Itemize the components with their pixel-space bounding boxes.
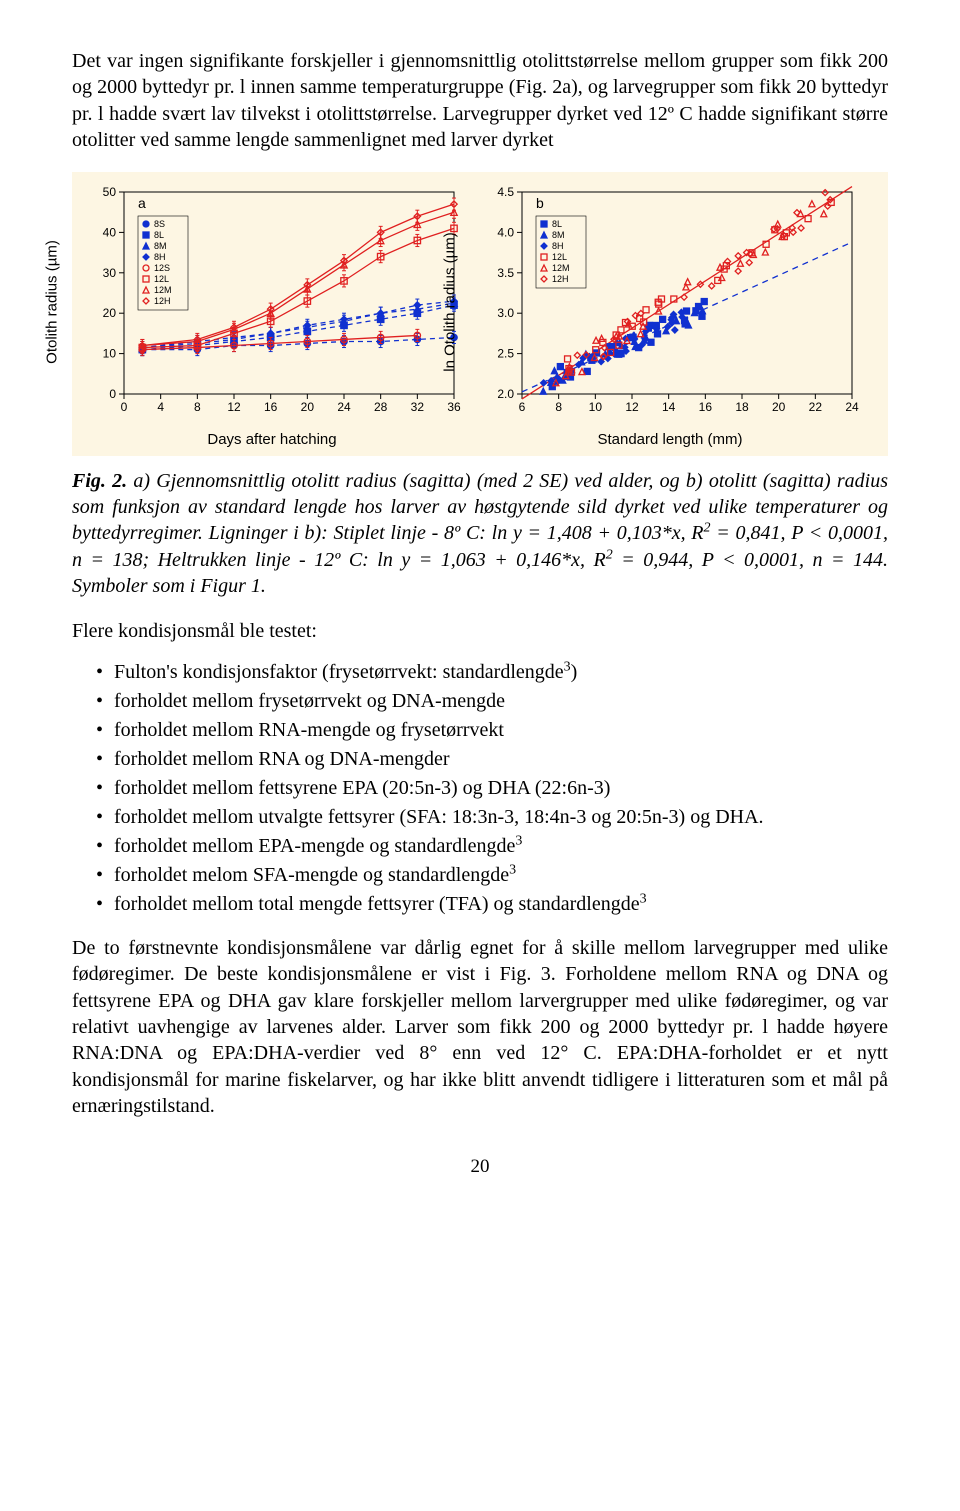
- list-item: forholdet mellom EPA-mengde og standardl…: [96, 832, 888, 861]
- svg-text:4: 4: [157, 400, 164, 414]
- bullet-1a: Fulton's kondisjonsfaktor (frysetørrvekt…: [114, 661, 564, 683]
- caption-title: Fig. 2.: [72, 470, 133, 492]
- svg-text:12H: 12H: [154, 296, 171, 306]
- svg-text:8: 8: [194, 400, 201, 414]
- svg-text:10: 10: [103, 346, 117, 360]
- svg-text:a: a: [138, 195, 146, 211]
- svg-text:12M: 12M: [552, 263, 570, 273]
- sup-3c: 3: [509, 862, 516, 877]
- bullet-9a: forholdet mellom total mengde fettsyrer …: [114, 893, 640, 915]
- svg-text:2.0: 2.0: [497, 387, 514, 401]
- svg-text:8: 8: [555, 400, 562, 414]
- svg-text:22: 22: [809, 400, 823, 414]
- svg-text:20: 20: [772, 400, 786, 414]
- svg-text:20: 20: [103, 306, 117, 320]
- svg-text:0: 0: [109, 387, 116, 401]
- bullet-7a: forholdet mellom EPA-mengde og standardl…: [114, 835, 515, 857]
- svg-text:12L: 12L: [552, 252, 567, 262]
- svg-text:16: 16: [699, 400, 713, 414]
- bullet-1b: ): [571, 661, 578, 683]
- sup-3a: 3: [564, 659, 571, 674]
- list-item: forholdet mellom RNA-mengde og frysetørr…: [96, 716, 888, 745]
- svg-text:24: 24: [845, 400, 859, 414]
- svg-text:3.0: 3.0: [497, 306, 514, 320]
- svg-text:30: 30: [103, 265, 117, 279]
- svg-text:12H: 12H: [552, 274, 569, 284]
- svg-text:8M: 8M: [154, 241, 167, 251]
- paragraph-1: Det var ingen signifikante forskjeller i…: [72, 48, 888, 154]
- svg-text:12M: 12M: [154, 285, 172, 295]
- sup-3d: 3: [640, 891, 647, 906]
- chart-b: ln Otolith radius (µm) 68101214161820222…: [480, 182, 860, 422]
- chart-a-ylabel: Otolith radius (µm): [44, 240, 61, 364]
- svg-text:28: 28: [374, 400, 388, 414]
- svg-text:18: 18: [735, 400, 749, 414]
- svg-text:50: 50: [103, 185, 117, 199]
- svg-text:32: 32: [411, 400, 425, 414]
- svg-text:8S: 8S: [154, 219, 165, 229]
- svg-text:40: 40: [103, 225, 117, 239]
- chart-a: Otolith radius (µm) 04812162024283236010…: [82, 182, 462, 422]
- list-item: forholdet mellom total mengde fettsyrer …: [96, 890, 888, 919]
- svg-text:4.5: 4.5: [497, 185, 514, 199]
- list-item: forholdet melom SFA-mengde og standardle…: [96, 861, 888, 890]
- svg-text:24: 24: [337, 400, 351, 414]
- page-number: 20: [72, 1156, 888, 1178]
- list-item: Fulton's kondisjonsfaktor (frysetørrvekt…: [96, 658, 888, 687]
- list-item: forholdet mellom RNA og DNA-mengder: [96, 745, 888, 774]
- sup-2b: 2: [606, 547, 613, 562]
- svg-text:8L: 8L: [154, 230, 164, 240]
- bullet-8a: forholdet melom SFA-mengde og standardle…: [114, 864, 509, 886]
- svg-text:36: 36: [447, 400, 461, 414]
- list-item: forholdet mellom frysetørrvekt og DNA-me…: [96, 687, 888, 716]
- paragraph-4: De to førstnevnte kondisjonsmålene var d…: [72, 935, 888, 1120]
- svg-text:2.5: 2.5: [497, 346, 514, 360]
- figure-2-caption: Fig. 2. a) Gjennomsnittlig otolitt radiu…: [72, 468, 888, 600]
- figure-2: Otolith radius (µm) 04812162024283236010…: [72, 172, 888, 456]
- svg-text:8H: 8H: [154, 252, 166, 262]
- bullet-list: Fulton's kondisjonsfaktor (frysetørrvekt…: [72, 658, 888, 919]
- svg-text:b: b: [536, 195, 544, 211]
- svg-text:4.0: 4.0: [497, 225, 514, 239]
- svg-text:20: 20: [301, 400, 315, 414]
- svg-text:8M: 8M: [552, 230, 565, 240]
- svg-text:12S: 12S: [154, 263, 170, 273]
- svg-text:14: 14: [662, 400, 676, 414]
- svg-text:12: 12: [227, 400, 241, 414]
- sup-3b: 3: [515, 833, 522, 848]
- svg-text:6: 6: [519, 400, 526, 414]
- sup-2a: 2: [704, 521, 711, 536]
- chart-b-ylabel: ln Otolith radius (µm): [442, 232, 459, 372]
- svg-text:12L: 12L: [154, 274, 169, 284]
- svg-text:8H: 8H: [552, 241, 564, 251]
- chart-b-xlabel: Standard length (mm): [597, 431, 742, 448]
- list-item: forholdet mellom utvalgte fettsyrer (SFA…: [96, 803, 888, 832]
- list-item: forholdet mellom fettsyrene EPA (20:5n-3…: [96, 774, 888, 803]
- svg-text:12: 12: [625, 400, 639, 414]
- svg-text:0: 0: [121, 400, 128, 414]
- svg-text:8L: 8L: [552, 219, 562, 229]
- chart-a-xlabel: Days after hatching: [207, 431, 336, 448]
- svg-text:10: 10: [589, 400, 603, 414]
- bullets-lead: Flere kondisjonsmål ble testet:: [72, 618, 888, 644]
- svg-text:16: 16: [264, 400, 278, 414]
- svg-text:3.5: 3.5: [497, 265, 514, 279]
